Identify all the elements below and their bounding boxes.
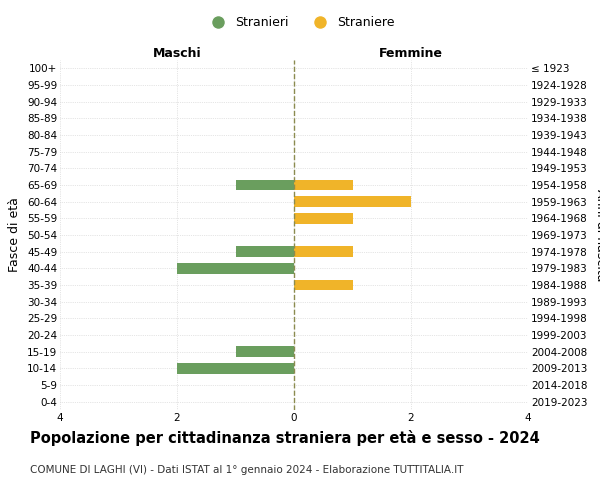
Legend: Stranieri, Straniere: Stranieri, Straniere [200,11,400,34]
Bar [294,196,411,207]
Bar [235,180,294,190]
Text: Femmine: Femmine [379,47,443,60]
Text: Popolazione per cittadinanza straniera per età e sesso - 2024: Popolazione per cittadinanza straniera p… [30,430,540,446]
Bar [294,280,353,290]
Text: COMUNE DI LAGHI (VI) - Dati ISTAT al 1° gennaio 2024 - Elaborazione TUTTITALIA.I: COMUNE DI LAGHI (VI) - Dati ISTAT al 1° … [30,465,464,475]
Bar [294,180,353,190]
Bar [177,263,294,274]
Y-axis label: Fasce di età: Fasce di età [8,198,22,272]
Bar [294,246,353,257]
Bar [235,346,294,357]
Bar [294,213,353,224]
Bar [177,363,294,374]
Bar [235,246,294,257]
Y-axis label: Anni di nascita: Anni di nascita [594,188,600,281]
Text: Maschi: Maschi [152,47,202,60]
